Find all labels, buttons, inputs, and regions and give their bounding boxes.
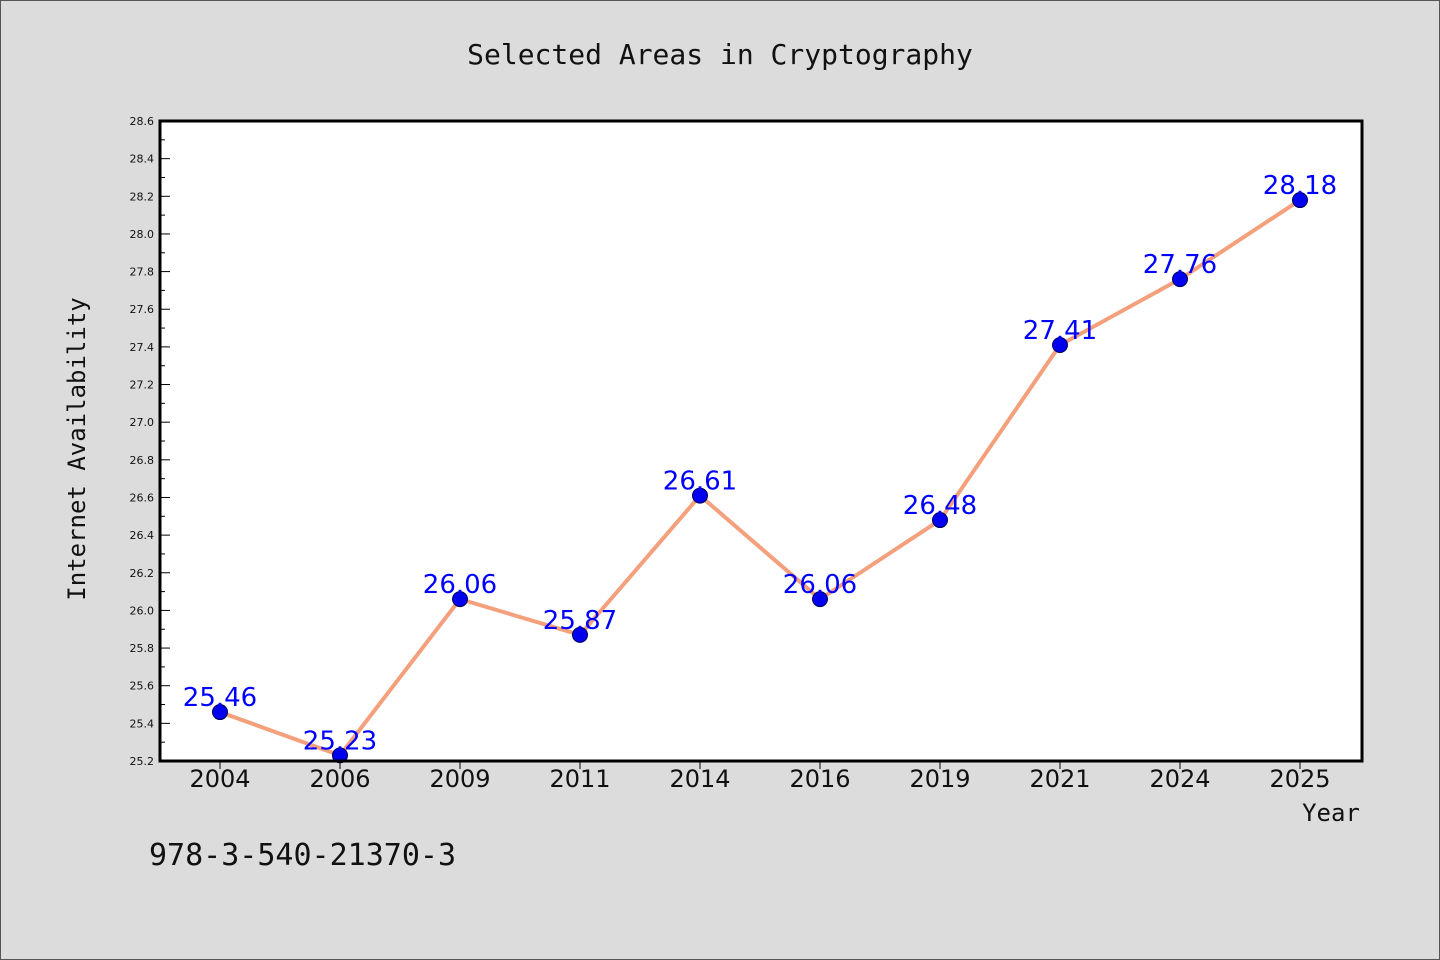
y-tick-label: 26.8 <box>130 454 155 467</box>
y-tick-label: 26.4 <box>130 529 155 542</box>
y-tick-label: 25.8 <box>130 642 155 655</box>
data-label: 26.06 <box>783 570 857 600</box>
data-point <box>1052 337 1068 353</box>
y-tick-label: 27.2 <box>130 379 155 392</box>
x-tick-label: 2024 <box>1149 765 1210 793</box>
y-axis-label: Internet Availability <box>63 297 91 600</box>
data-labels: 25.46 25.23 26.06 25.87 26.61 26.06 26.48 27.41… <box>183 171 1337 756</box>
x-tick-label: 2014 <box>669 765 730 793</box>
plot-frame <box>158 119 1364 763</box>
data-label: 28.18 <box>1263 171 1337 201</box>
y-tick-label: 28.2 <box>130 190 155 203</box>
data-point <box>932 512 948 529</box>
data-label: 26.48 <box>903 491 977 521</box>
chart-title: Selected Areas in Cryptography <box>467 38 973 71</box>
plot-area <box>160 121 1362 761</box>
y-axis: 25.2 25.4 25.6 25.8 26.0 26.2 26.4 26.6 26.8 27.0… <box>130 115 170 768</box>
x-tick-label: 2019 <box>909 765 970 793</box>
x-tick-label: 2006 <box>309 765 370 793</box>
x-tick-label: 2009 <box>429 765 490 793</box>
data-label: 25.87 <box>543 606 617 636</box>
data-point <box>692 487 708 504</box>
x-axis-label: Year <box>1302 799 1360 827</box>
y-tick-label: 26.2 <box>130 567 155 580</box>
y-tick-label: 27.8 <box>130 266 155 279</box>
data-label: 27.41 <box>1023 316 1097 346</box>
y-tick-label: 25.6 <box>130 680 155 693</box>
x-axis: 2004 2006 2009 2011 2014 2016 2019 2021 2024 2025 <box>189 761 1331 793</box>
data-points <box>212 192 1308 764</box>
data-point <box>1292 192 1308 209</box>
x-tick-label: 2025 <box>1269 765 1330 793</box>
y-tick-label: 27.0 <box>130 416 155 429</box>
data-label: 25.23 <box>303 726 377 756</box>
data-label: 27.76 <box>1143 250 1217 280</box>
data-point <box>332 747 348 764</box>
y-tick-label: 25.2 <box>130 755 155 768</box>
y-tick-label: 28.6 <box>130 115 155 128</box>
series-line <box>219 198 1302 758</box>
data-label: 26.61 <box>663 467 737 497</box>
x-tick-label: 2016 <box>789 765 850 793</box>
y-tick-label: 27.6 <box>130 303 155 316</box>
data-point <box>452 591 468 608</box>
y-tick-label: 25.4 <box>130 717 155 730</box>
y-tick-label: 27.4 <box>130 341 155 354</box>
y-tick-label: 26.0 <box>130 604 155 617</box>
data-point <box>212 704 228 721</box>
footnote-isbn: 978-3-540-21370-3 <box>149 838 456 873</box>
x-tick-label: 2021 <box>1029 765 1090 793</box>
x-tick-label: 2004 <box>189 765 250 793</box>
data-label: 26.06 <box>423 570 497 600</box>
data-point <box>572 626 588 643</box>
data-point <box>812 591 828 608</box>
data-label: 25.46 <box>183 683 257 713</box>
y-tick-label: 28.0 <box>130 228 155 241</box>
x-tick-label: 2011 <box>549 765 610 793</box>
y-tick-label: 26.6 <box>130 491 155 504</box>
data-point <box>1172 271 1188 288</box>
y-tick-label: 28.4 <box>130 153 155 166</box>
